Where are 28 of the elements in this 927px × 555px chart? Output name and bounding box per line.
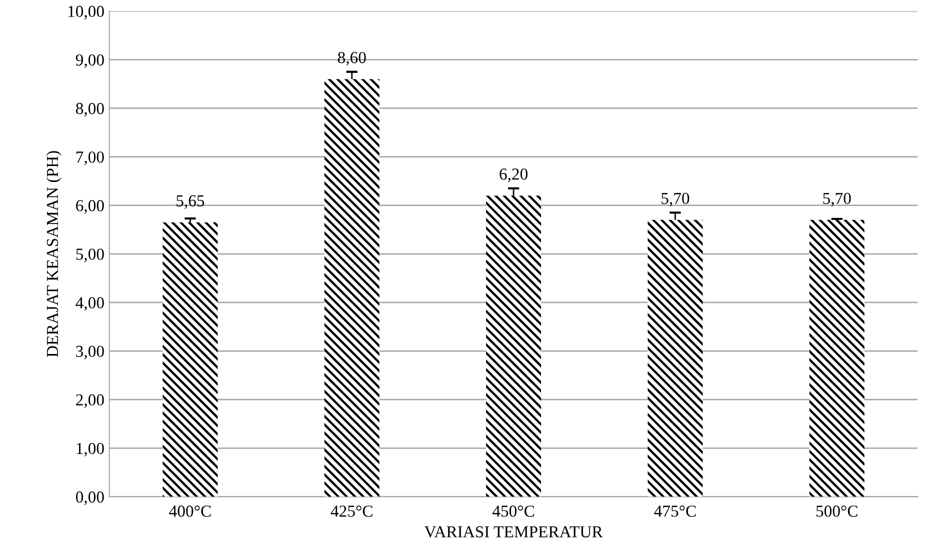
y-tick-label: 0,00 xyxy=(76,491,104,506)
y-tick-label: 2,00 xyxy=(76,394,104,408)
y-tick-label: 8,00 xyxy=(76,102,104,117)
y-tick-label: 10,00 xyxy=(68,6,104,20)
y-tick-label: 7,00 xyxy=(76,151,104,166)
x-tick-label: 400°C xyxy=(169,506,211,517)
data-label: 8,60 xyxy=(338,52,366,66)
y-tick-label: 9,00 xyxy=(76,54,104,68)
bar xyxy=(648,220,703,497)
bar xyxy=(162,222,218,497)
y-tick-label: 5,00 xyxy=(76,248,104,262)
y-tick-label: 4,00 xyxy=(76,297,104,311)
x-axis-title: VARIASI TEMPERATUR xyxy=(424,526,603,538)
data-label: 5,70 xyxy=(662,192,690,206)
y-axis-title: DERAJAT KEASAMAN (PH) xyxy=(46,151,62,357)
data-label: 5,65 xyxy=(176,195,204,209)
bar xyxy=(809,220,864,497)
x-tick-label: 500°C xyxy=(816,506,858,517)
x-tick-label: 450°C xyxy=(492,506,534,517)
x-tick-label: 425°C xyxy=(330,506,372,517)
bar xyxy=(324,79,380,497)
x-tick-label: 475°C xyxy=(654,506,696,517)
y-tick-label: 1,00 xyxy=(76,442,104,457)
y-tick-label: 6,00 xyxy=(76,200,104,214)
bar xyxy=(486,196,542,497)
data-label: 6,20 xyxy=(500,168,528,182)
y-tick-label: 3,00 xyxy=(76,346,104,360)
data-label: 5,70 xyxy=(823,192,851,206)
